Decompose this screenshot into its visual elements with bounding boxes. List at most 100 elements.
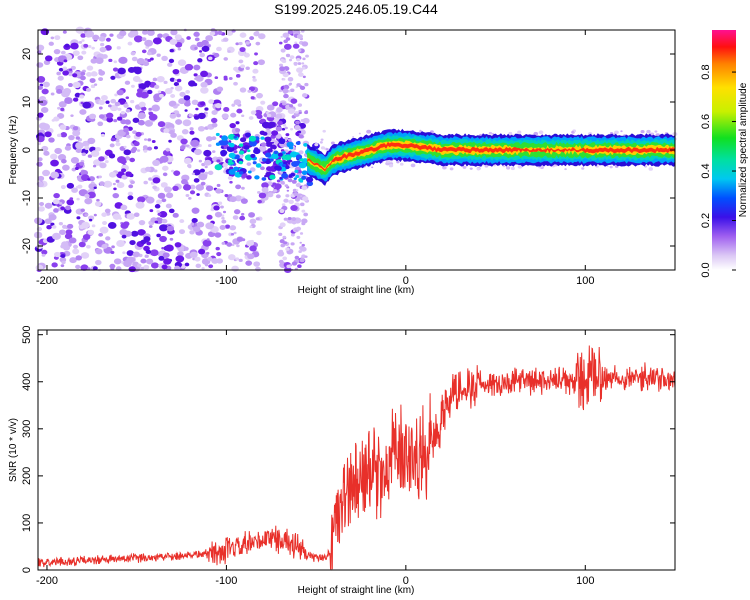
spectrogram-cell bbox=[215, 132, 220, 137]
spectrogram-cell bbox=[219, 225, 226, 230]
spectrogram-cell bbox=[138, 101, 146, 108]
spectrogram-cell bbox=[620, 130, 623, 133]
spectrogram-cell bbox=[330, 141, 335, 145]
spectrogram-cell bbox=[258, 192, 267, 199]
spectrogram-cell bbox=[180, 264, 186, 269]
spectrogram-cell bbox=[291, 160, 299, 167]
spectrogram-cell bbox=[108, 153, 116, 159]
spectrogram-cell bbox=[274, 183, 282, 190]
spectrogram-cell bbox=[75, 147, 82, 153]
spectrogram-cell bbox=[200, 86, 209, 94]
spectrogram-cell bbox=[295, 189, 299, 192]
spectrogram-cell bbox=[157, 121, 166, 128]
spectrogram-cell bbox=[168, 208, 175, 214]
spectrogram-cell bbox=[56, 88, 63, 94]
spectrogram-cell bbox=[165, 203, 172, 209]
spectrogram-cell bbox=[193, 73, 198, 77]
x-tick-label: -100 bbox=[215, 275, 237, 287]
spectrogram-cell bbox=[184, 109, 188, 112]
spectrogram-cell bbox=[249, 225, 253, 229]
spectrogram-cell bbox=[296, 34, 303, 40]
spectrogram-cell bbox=[295, 141, 301, 146]
spectrogram-cell bbox=[227, 133, 236, 140]
spectrogram-cell bbox=[136, 91, 144, 98]
x-tick-label: -200 bbox=[36, 575, 58, 587]
spectrogram-cell bbox=[191, 172, 195, 176]
spectrogram-cell bbox=[246, 175, 252, 180]
spectrogram-cell bbox=[136, 88, 143, 93]
spectrogram-cell bbox=[213, 205, 220, 211]
spectrogram-cell bbox=[238, 258, 243, 263]
spectrogram-marks bbox=[33, 26, 678, 273]
spectrogram-cell bbox=[201, 267, 205, 270]
spectrogram-cell bbox=[210, 117, 218, 123]
spectrogram-cell bbox=[291, 149, 295, 152]
spectrogram-cell bbox=[204, 107, 209, 111]
spectrogram-cell bbox=[305, 54, 309, 58]
spectrogram-cell bbox=[172, 212, 179, 218]
spectrogram-cell bbox=[86, 244, 91, 249]
chart-title: S199.2025.246.05.19.C44 bbox=[274, 1, 438, 17]
spectrogram-cell bbox=[192, 82, 198, 87]
spectrogram-cell bbox=[89, 78, 96, 83]
spectrogram-cell bbox=[51, 262, 58, 268]
spectrogram-cell bbox=[65, 205, 71, 211]
spectrogram-cell bbox=[228, 76, 233, 81]
spectrogram-cell bbox=[209, 31, 216, 36]
spectrogram-cell bbox=[228, 168, 236, 175]
spectrogram-cell bbox=[281, 203, 286, 207]
spectrogram-cell bbox=[299, 232, 304, 235]
spectrogram-cell bbox=[272, 117, 280, 123]
spectrogram-cell bbox=[189, 251, 198, 258]
spectrogram-cell bbox=[87, 154, 93, 158]
spectrogram-cell bbox=[87, 45, 92, 48]
spectrogram-cell bbox=[96, 198, 100, 202]
spectrogram-cell bbox=[146, 196, 155, 204]
spectrogram-cell bbox=[41, 88, 49, 95]
spectrogram-cell bbox=[151, 139, 156, 143]
spectrogram-cell bbox=[36, 135, 45, 143]
spectrogram-cell bbox=[304, 255, 308, 258]
spectrogram-cell bbox=[137, 112, 146, 120]
spectrogram-cell bbox=[98, 70, 106, 76]
spectrogram-cell bbox=[130, 99, 135, 104]
spectrogram-cell bbox=[233, 135, 238, 139]
spectrogram-cell bbox=[72, 129, 81, 137]
spectrogram-cell bbox=[253, 31, 260, 37]
spectrogram-cell bbox=[94, 201, 102, 207]
colorbar-gradient bbox=[712, 30, 736, 270]
spectrogram-cell bbox=[59, 202, 63, 205]
spectrogram-cell bbox=[92, 164, 97, 168]
spectrogram-cell bbox=[146, 51, 152, 56]
spectrogram-cell bbox=[142, 61, 150, 67]
spectrogram-cell bbox=[281, 59, 287, 64]
spectrogram-cell bbox=[221, 113, 229, 120]
spectrogram-cell bbox=[124, 156, 131, 161]
spectrogram-cell bbox=[508, 131, 513, 135]
spectrogram-cell bbox=[226, 242, 233, 247]
spectrogram-cell bbox=[206, 214, 213, 220]
spectrogram-cell bbox=[36, 62, 44, 68]
spectrogram-cell bbox=[44, 202, 53, 209]
spectrogram-cell bbox=[235, 42, 240, 46]
spectrogram-cell bbox=[299, 257, 305, 263]
spectrogram-cell bbox=[119, 99, 126, 105]
spectrogram-cell bbox=[272, 139, 276, 143]
spectrogram-cell bbox=[109, 143, 115, 148]
spectrogram-cell bbox=[125, 171, 133, 177]
spectrogram-cell bbox=[93, 213, 97, 217]
spectrogram-cell bbox=[277, 120, 283, 126]
spectrogram-cell bbox=[214, 232, 222, 238]
spectrogram-cell bbox=[54, 35, 61, 41]
spectrogram-cell bbox=[161, 198, 167, 203]
spectrogram-cell bbox=[228, 152, 236, 159]
spectrogram-cell bbox=[99, 162, 107, 169]
spectrogram-cell bbox=[72, 81, 81, 89]
spectrogram-cell bbox=[60, 50, 66, 55]
spectrogram-cell bbox=[41, 249, 48, 255]
spectrogram-cell bbox=[298, 250, 302, 254]
spectrogram-cell bbox=[105, 236, 111, 241]
spectrogram-cell bbox=[366, 129, 372, 134]
spectrogram-cell bbox=[126, 213, 135, 220]
spectrogram-cell bbox=[256, 92, 264, 99]
